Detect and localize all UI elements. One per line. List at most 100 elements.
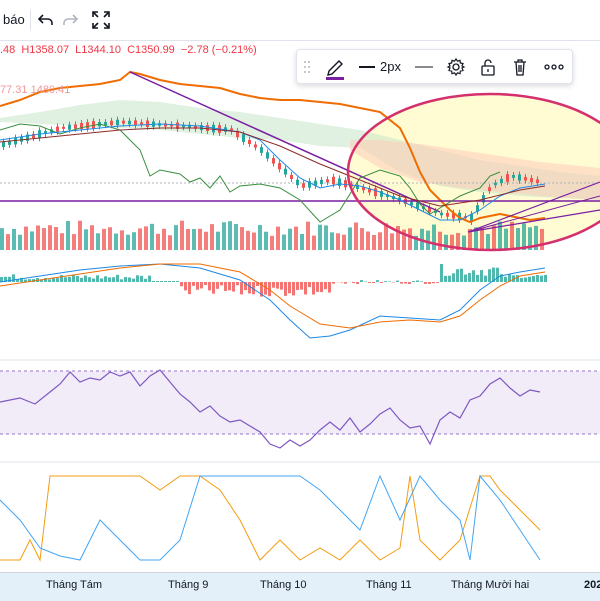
volume-bar	[504, 229, 508, 250]
candle-body	[446, 213, 449, 217]
macd-bar	[504, 277, 507, 282]
candle-body	[146, 121, 149, 127]
macd-bar	[544, 275, 547, 282]
macd-bar	[104, 276, 107, 282]
more-button[interactable]	[539, 50, 569, 83]
macd-bar	[320, 282, 323, 292]
volume-bar	[180, 221, 184, 250]
macd-bar	[380, 282, 383, 283]
candle-body	[206, 125, 209, 131]
macd-bar	[176, 281, 179, 282]
volume-bar	[102, 229, 106, 250]
macd-bar	[288, 282, 291, 293]
macd-bar	[84, 276, 87, 282]
macd-bar	[328, 282, 331, 293]
signal-line	[0, 264, 545, 328]
candle-body	[500, 179, 503, 183]
macd-bar	[156, 281, 159, 282]
volume-bar	[480, 228, 484, 250]
volume-bar	[426, 231, 430, 250]
volume-bar	[96, 233, 100, 250]
candle-body	[248, 140, 251, 144]
drawing-toolbar: 2px	[296, 49, 573, 84]
volume-bar	[108, 227, 112, 250]
candle-body	[128, 121, 131, 125]
macd-bar	[472, 270, 475, 282]
delete-button[interactable]	[507, 50, 533, 83]
macd-bar	[112, 277, 115, 282]
volume-bar	[270, 236, 274, 250]
macd-bar	[476, 275, 479, 282]
macd-bar	[296, 282, 299, 290]
macd-bar	[96, 275, 99, 282]
macd-bar	[416, 281, 419, 282]
settings-button[interactable]	[443, 50, 469, 83]
macd-bar	[448, 276, 451, 282]
candle-body	[494, 183, 497, 185]
macd-bar	[124, 277, 127, 282]
macd-bar	[164, 281, 167, 282]
macd-bar	[300, 282, 303, 290]
volume-bar	[336, 233, 340, 250]
pencil-color-button[interactable]	[321, 50, 349, 83]
line-width-button[interactable]: 2px	[357, 50, 403, 83]
macd-bar	[204, 282, 207, 285]
candle-body	[536, 179, 539, 183]
macd-bar	[452, 273, 455, 282]
line-style-icon	[415, 65, 433, 69]
candle-body	[110, 121, 113, 126]
candle-body	[68, 125, 71, 130]
macd-bar	[540, 276, 543, 282]
macd-bar	[440, 264, 443, 282]
volume-bar	[90, 225, 94, 250]
line-width-label: 2px	[380, 59, 401, 74]
macd-bar	[324, 282, 327, 289]
volume-bar	[318, 225, 322, 250]
volume-bar	[282, 235, 286, 250]
macd-bar	[360, 280, 363, 282]
macd-bar	[236, 282, 239, 285]
macd-bar	[332, 282, 335, 284]
volume-bar	[348, 227, 352, 250]
macd-bar	[412, 281, 415, 282]
candle-body	[122, 121, 125, 124]
volume-bar	[300, 234, 304, 250]
macd-line	[0, 264, 545, 338]
volume-bar	[246, 231, 250, 250]
macd-bar	[284, 282, 287, 296]
line-style-button[interactable]	[409, 50, 439, 83]
time-label: Tháng 10	[260, 579, 306, 591]
volume-bar	[54, 227, 58, 250]
drag-handle-icon[interactable]	[299, 50, 315, 83]
macd-bar	[64, 277, 67, 282]
lock-button[interactable]	[475, 50, 501, 83]
macd-bar	[148, 276, 151, 282]
macd-bar	[220, 282, 223, 285]
chart-area[interactable]	[0, 0, 600, 572]
pencil-icon	[324, 54, 346, 80]
macd-bar	[312, 282, 315, 295]
volume-bar	[342, 235, 346, 250]
volume-bar	[24, 227, 28, 250]
time-axis[interactable]: Tháng Tám Tháng 9 Tháng 10 Tháng 11 Thán…	[0, 572, 600, 601]
volume-bar	[42, 228, 46, 250]
macd-bar	[68, 277, 71, 282]
candle-body	[254, 145, 257, 148]
macd-bar	[248, 282, 251, 293]
macd-bar	[12, 274, 15, 282]
volume-bar	[168, 235, 172, 250]
macd-bar	[216, 282, 219, 289]
volume-bar	[252, 233, 256, 250]
macd-bar	[496, 268, 499, 282]
macd-bar	[152, 281, 155, 282]
macd-bar	[48, 279, 51, 282]
volume-bar	[210, 224, 214, 250]
volume-bar	[78, 221, 82, 250]
rsi-band	[0, 371, 600, 434]
macd-bar	[88, 277, 91, 282]
macd-bar	[444, 276, 447, 282]
macd-bar	[208, 282, 211, 290]
macd-bar	[72, 275, 75, 282]
line-width-icon	[359, 65, 375, 69]
macd-bar	[384, 281, 387, 282]
